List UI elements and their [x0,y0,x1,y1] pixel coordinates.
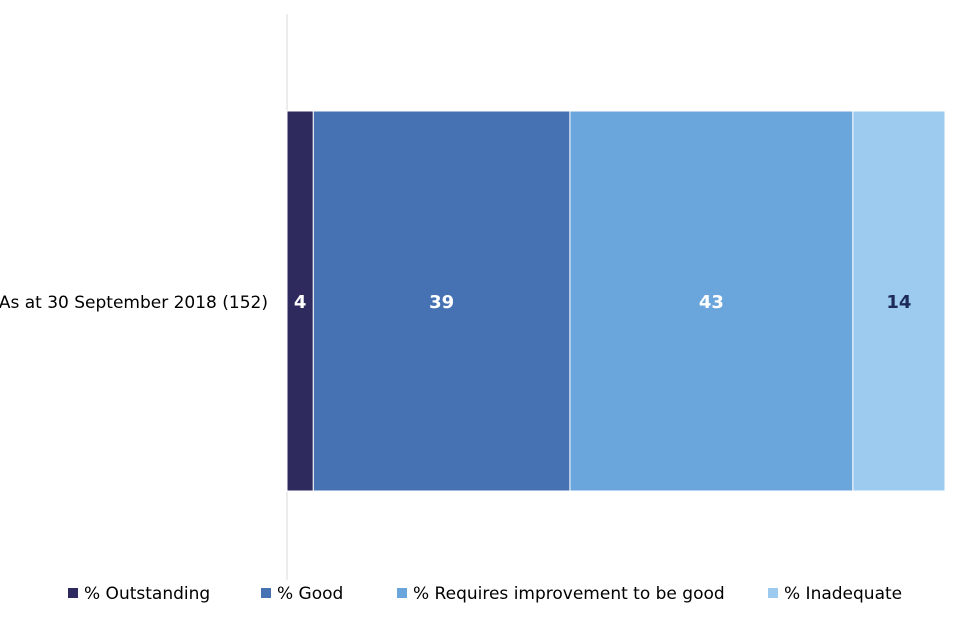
data-label-1: 4 [294,292,307,313]
bar-group [286,110,946,492]
legend-swatch-2 [261,588,271,598]
legend-label-3: % Requires improvement to be good [413,584,725,604]
bar-segment-4 [852,110,946,492]
category-label: As at 30 September 2018 (152) [0,293,268,313]
legend-swatch-4 [768,588,778,598]
legend-label-2: % Good [277,584,343,604]
legend-swatch-3 [397,588,407,598]
legend-label-1: % Outstanding [84,584,210,604]
data-label-2: 39 [429,292,454,313]
data-label-3: 43 [699,292,724,313]
legend-label-4: % Inadequate [784,584,902,604]
legend: % Outstanding % Good % Requires improvemen… [68,584,902,604]
legend-swatch-1 [68,588,78,598]
data-label-group: 4 39 43 14 [294,292,912,313]
bar-segment-3 [569,110,854,492]
data-label-4: 14 [886,292,911,313]
bar-segment-2 [312,110,571,492]
